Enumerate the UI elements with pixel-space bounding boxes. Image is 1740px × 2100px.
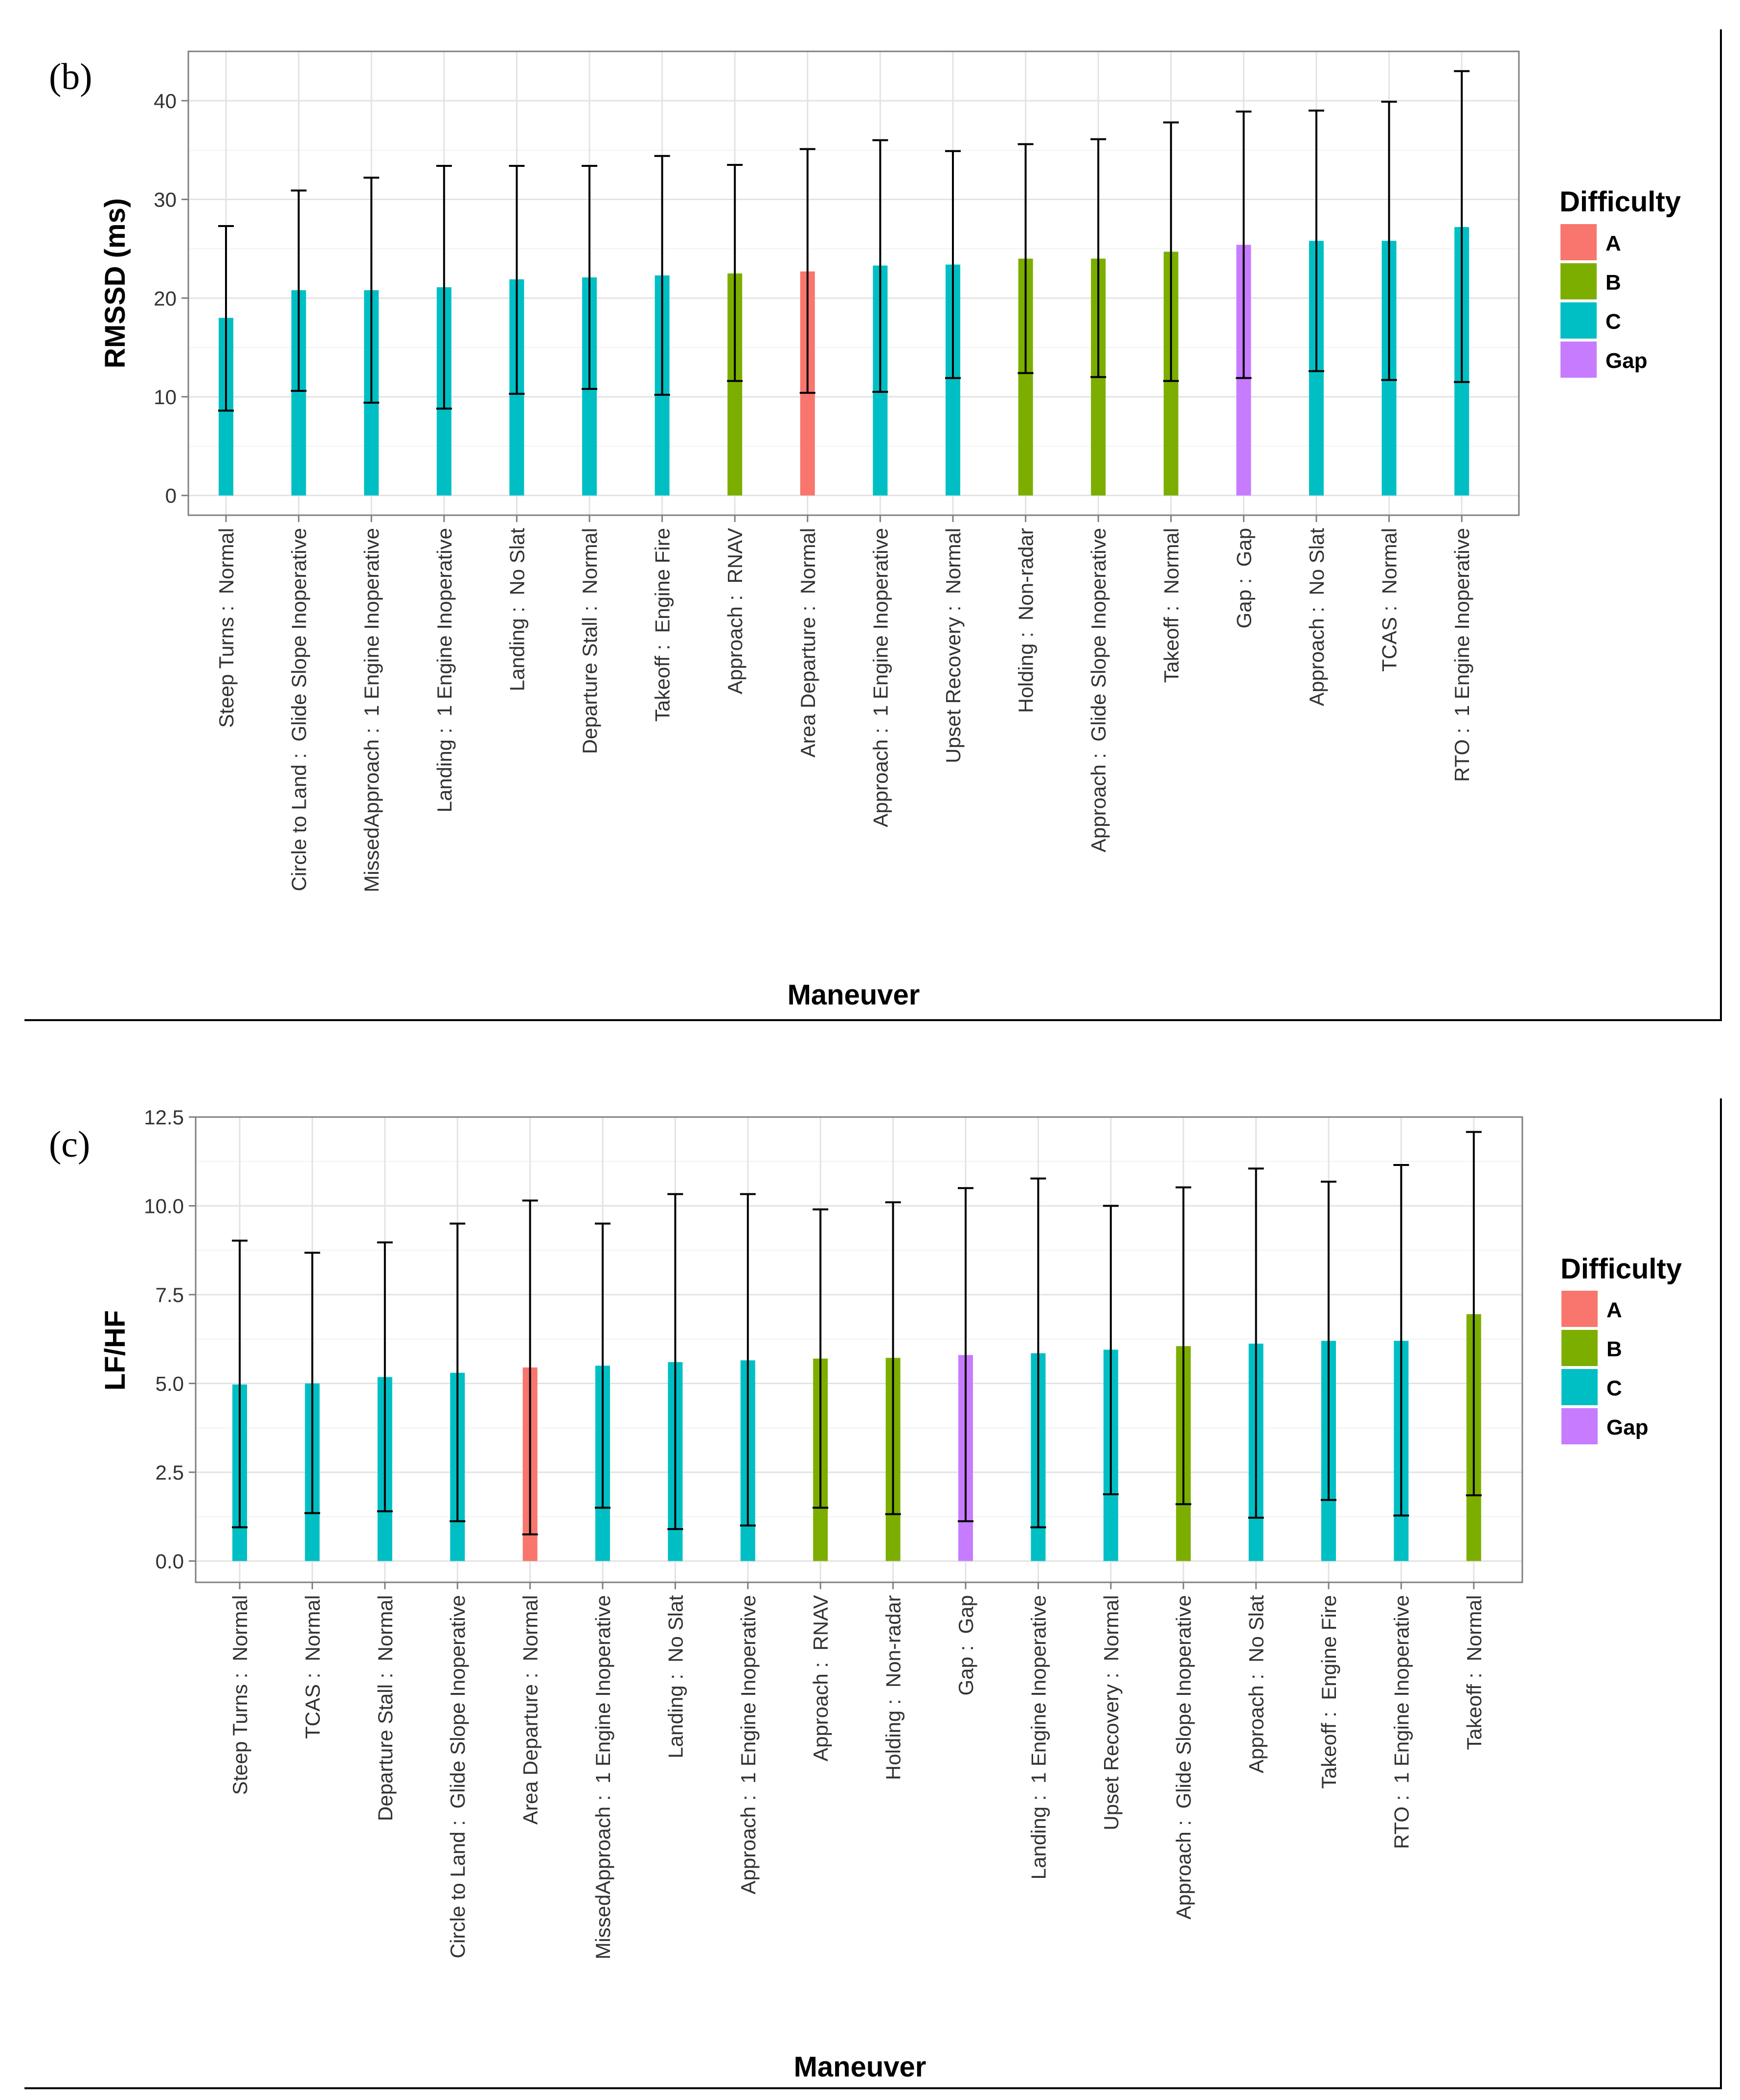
x-tick-label: Approach : Glide Slope Inoperative	[1087, 528, 1110, 852]
legend-label-b: B	[1605, 271, 1621, 295]
x-tick-label: Takeoff : Engine Fire	[651, 528, 674, 722]
x-tick-label: Approach : RNAV	[809, 1595, 832, 1761]
x-tick-label: Departure Stall : Normal	[578, 528, 601, 754]
x-axis-title: Maneuver	[788, 979, 920, 1011]
x-tick-label: Circle to Land : Glide Slope Inoperative	[446, 1595, 469, 1958]
x-tick-label: Gap : Gap	[954, 1595, 977, 1695]
panel-label: (c)	[49, 1124, 90, 1165]
y-axis-title: RMSSD (ms)	[99, 198, 131, 368]
y-axis-title: LF/HF	[99, 1310, 131, 1391]
x-tick-label: Approach : RNAV	[723, 528, 746, 694]
x-tick-label: TCAS : Normal	[301, 1595, 324, 1739]
legend-label-a: A	[1606, 1298, 1622, 1322]
x-tick-label: Gap : Gap	[1232, 528, 1255, 628]
legend-swatch-a	[1561, 1291, 1598, 1327]
x-tick-label: Approach : Glide Slope Inoperative	[1172, 1595, 1195, 1919]
legend-label-c: C	[1606, 1376, 1622, 1400]
y-tick-label: 30	[154, 188, 177, 211]
legend-title: Difficulty	[1559, 186, 1681, 218]
legend-label-a: A	[1605, 231, 1621, 255]
y-tick-label: 10	[154, 386, 177, 409]
x-tick-label: Departure Stall : Normal	[374, 1595, 397, 1821]
x-tick-label: Circle to Land : Glide Slope Inoperative	[288, 528, 311, 891]
legend-label-gap: Gap	[1605, 349, 1648, 373]
x-tick-label: TCAS : Normal	[1378, 528, 1401, 672]
x-tick-label: Area Departure : Normal	[796, 528, 819, 757]
legend-swatch-gap	[1561, 1408, 1598, 1444]
x-tick-label: MissedApproach : 1 Engine Inoperative	[360, 528, 383, 892]
legend-swatch-gap	[1560, 342, 1597, 378]
x-tick-label: Takeoff : Normal	[1160, 528, 1183, 683]
legend: Difficulty A B C Gap	[1559, 186, 1681, 378]
plot-background	[196, 1117, 1522, 1582]
plot-border	[187, 50, 1520, 516]
y-axis: 0.0 2.5 5.0 7.5 10.0 12.5	[144, 1106, 196, 1573]
y-tick-label: 0.0	[156, 1550, 184, 1573]
x-tick-label: Steep Turns : Normal	[215, 528, 238, 728]
x-tick-label: Approach : 1 Engine Inoperative	[737, 1595, 760, 1895]
legend-swatch-b	[1561, 1330, 1598, 1366]
x-tick-label: RTO : 1 Engine Inoperative	[1390, 1595, 1413, 1849]
y-axis: 0 10 20 30 40	[154, 90, 188, 507]
y-tick-label: 20	[154, 287, 177, 310]
legend: Difficulty A B C Gap	[1560, 1253, 1682, 1444]
x-tick-label: Upset Recovery : Normal	[1100, 1595, 1123, 1830]
error-bars	[232, 1131, 1482, 1535]
x-tick-label: Landing : No Slat	[505, 528, 528, 691]
plot-border	[195, 1116, 1523, 1583]
legend-label-gap: Gap	[1606, 1415, 1649, 1439]
x-axis-title: Maneuver	[794, 2051, 926, 2083]
x-tick-label: Approach : No Slat	[1245, 1595, 1268, 1774]
x-tick-label: RTO : 1 Engine Inoperative	[1450, 528, 1473, 782]
legend-swatch-a	[1560, 224, 1597, 260]
legend-swatch-b	[1560, 263, 1597, 299]
x-axis: Steep Turns : Normal Circle to Land : Gli…	[215, 515, 1473, 892]
legend-label-c: C	[1605, 310, 1621, 334]
y-tick-label: 12.5	[144, 1106, 184, 1129]
x-tick-label: Approach : No Slat	[1305, 528, 1328, 707]
plot-background	[188, 51, 1519, 515]
x-axis: Steep Turns : Normal TCAS : Normal Departu…	[228, 1582, 1486, 1960]
x-tick-label: Landing : 1 Engine Inoperative	[433, 528, 456, 812]
x-tick-label: Holding : Non-radar	[1015, 528, 1038, 713]
error-bars	[218, 70, 1470, 412]
x-tick-label: Approach : 1 Engine Inoperative	[869, 528, 892, 827]
y-tick-label: 2.5	[156, 1461, 184, 1484]
legend-swatch-c	[1561, 1369, 1598, 1405]
y-tick-label: 5.0	[156, 1372, 184, 1395]
x-tick-label: Landing : No Slat	[664, 1595, 687, 1758]
legend-label-b: B	[1606, 1337, 1622, 1361]
x-tick-label: MissedApproach : 1 Engine Inoperative	[591, 1595, 614, 1960]
x-tick-label: Upset Recovery : Normal	[942, 528, 965, 763]
x-tick-label: Landing : 1 Engine Inoperative	[1027, 1595, 1050, 1879]
panel-label: (b)	[49, 56, 92, 97]
y-tick-label: 10.0	[144, 1194, 184, 1217]
x-tick-label: Steep Turns : Normal	[228, 1595, 251, 1795]
y-tick-label: 40	[154, 90, 177, 113]
legend-title: Difficulty	[1560, 1253, 1682, 1285]
x-tick-label: Takeoff : Engine Fire	[1317, 1595, 1340, 1789]
x-tick-label: Takeoff : Normal	[1463, 1595, 1486, 1750]
chart-rmssd: 0 10 20 30 40 Steep Turns : Normal Circle to …	[49, 50, 1681, 1011]
y-tick-label: 0	[165, 484, 177, 507]
legend-swatch-c	[1560, 302, 1597, 339]
x-tick-label: Holding : Non-radar	[882, 1595, 905, 1780]
chart-lfhf: 0.0 2.5 5.0 7.5 10.0 12.5 Steep Turns : Norma…	[49, 1106, 1682, 2083]
x-tick-label: Area Departure : Normal	[519, 1595, 542, 1825]
y-tick-label: 7.5	[156, 1283, 184, 1306]
